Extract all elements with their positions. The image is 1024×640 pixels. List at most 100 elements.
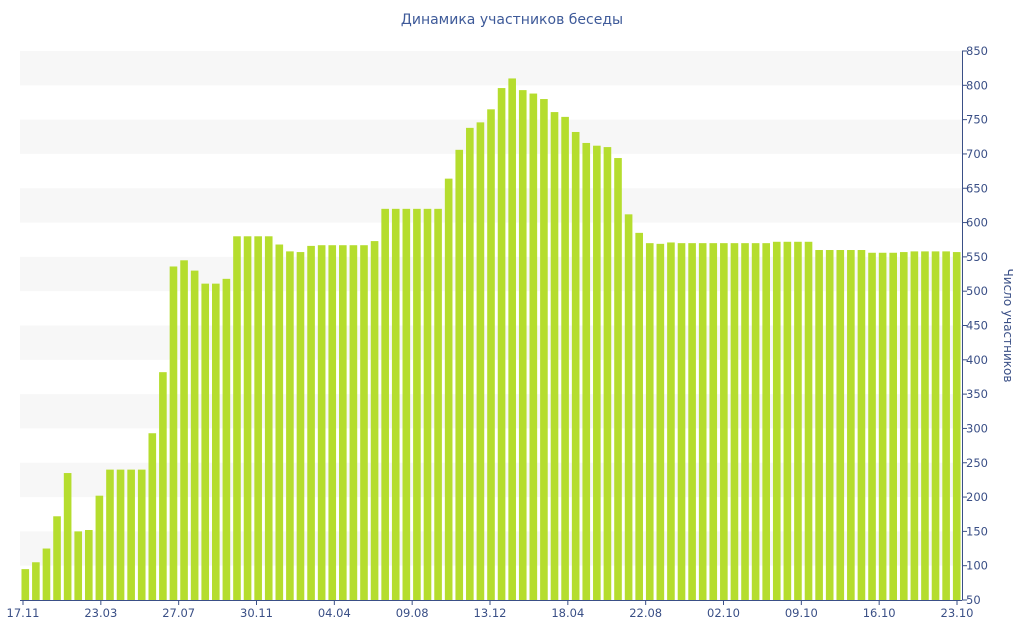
x-tick-label: 23.03 xyxy=(84,606,117,620)
grid-band xyxy=(20,51,962,86)
y-axis-title: Число участников xyxy=(1001,269,1015,383)
x-tick-label: 17.11 xyxy=(7,606,40,620)
bar xyxy=(264,236,273,601)
bar xyxy=(349,245,358,600)
bar xyxy=(148,433,157,600)
bar xyxy=(656,243,665,600)
bar xyxy=(688,243,696,600)
y-axis: 50 100 150 200 250 300 350 400 450 500 550 600 650 70… xyxy=(962,44,988,607)
bar xyxy=(540,99,548,600)
bar xyxy=(508,78,516,600)
bar xyxy=(444,178,453,600)
bar xyxy=(402,208,411,600)
bar xyxy=(518,90,527,601)
bar xyxy=(307,245,315,600)
bar xyxy=(762,243,770,600)
y-tick-label: 50 xyxy=(966,593,981,607)
bar xyxy=(593,145,601,600)
bar xyxy=(571,131,580,601)
bar xyxy=(455,149,464,600)
bar xyxy=(921,251,929,600)
bar xyxy=(582,142,591,600)
y-tick-label: 350 xyxy=(966,387,988,401)
bar xyxy=(529,93,538,601)
y-tick-label: 600 xyxy=(966,216,988,230)
y-tick-label: 700 xyxy=(966,147,988,161)
bar xyxy=(487,109,495,600)
bar xyxy=(878,252,887,600)
bar xyxy=(317,245,326,600)
y-tick-label: 800 xyxy=(966,78,988,92)
bar xyxy=(815,250,823,600)
bar xyxy=(476,122,485,601)
bar xyxy=(804,241,813,600)
bar xyxy=(190,270,199,600)
bar xyxy=(423,208,432,600)
bar xyxy=(180,260,188,600)
y-tick-label: 650 xyxy=(966,181,988,195)
bar xyxy=(233,236,241,601)
bar xyxy=(32,562,40,600)
bar xyxy=(561,116,569,600)
bar xyxy=(106,469,114,600)
bar xyxy=(254,236,262,601)
bar xyxy=(772,241,781,600)
bar xyxy=(603,147,612,600)
bar xyxy=(497,88,506,600)
y-tick-label: 100 xyxy=(966,559,988,573)
bar xyxy=(931,251,940,600)
bar xyxy=(328,245,337,600)
y-tick-label: 850 xyxy=(966,44,988,58)
y-tick-label: 300 xyxy=(966,421,988,435)
y-tick-label: 550 xyxy=(966,250,988,264)
bar xyxy=(698,243,707,600)
x-tick-label: 13.12 xyxy=(474,606,507,620)
y-tick-label: 400 xyxy=(966,353,988,367)
y-tick-label: 500 xyxy=(966,284,988,298)
bar xyxy=(275,244,284,600)
bar xyxy=(709,243,718,600)
bar xyxy=(952,252,961,600)
bar xyxy=(360,245,368,600)
bar xyxy=(645,243,654,600)
x-tick-label: 09.08 xyxy=(396,606,429,620)
x-tick-label: 02.10 xyxy=(707,606,740,620)
bar xyxy=(137,469,146,600)
x-tick-label: 30.11 xyxy=(240,606,273,620)
chart-title: Динамика участников беседы xyxy=(400,12,624,28)
bar xyxy=(42,548,51,600)
x-tick-label: 16.10 xyxy=(863,606,896,620)
bar xyxy=(942,251,950,600)
x-tick-label: 27.07 xyxy=(162,606,195,620)
bar xyxy=(868,252,876,600)
bar xyxy=(624,214,633,600)
bar xyxy=(847,250,855,600)
bar xyxy=(741,243,749,600)
bar xyxy=(222,278,231,600)
y-tick-label: 750 xyxy=(966,113,988,127)
bar xyxy=(21,569,30,600)
bar xyxy=(339,245,347,600)
bar xyxy=(391,208,400,600)
bar xyxy=(286,251,294,600)
bar xyxy=(899,252,908,600)
bar xyxy=(667,242,675,600)
x-axis: 17.11 23.03 27.07 30.11 04.04 09.08 13.12 18.04… xyxy=(7,600,973,620)
bar xyxy=(677,243,686,600)
bar xyxy=(794,241,802,600)
bar xyxy=(635,232,643,601)
bar xyxy=(730,243,739,600)
x-tick-label: 18.04 xyxy=(551,606,584,620)
bar xyxy=(825,250,834,600)
bar xyxy=(296,252,305,600)
bar-series xyxy=(21,78,961,601)
y-tick-label: 450 xyxy=(966,319,988,333)
bar xyxy=(74,531,83,601)
bar xyxy=(857,250,866,600)
bar xyxy=(751,243,760,600)
x-tick-label: 22.08 xyxy=(629,606,662,620)
bar xyxy=(550,112,559,600)
bar xyxy=(201,283,210,600)
